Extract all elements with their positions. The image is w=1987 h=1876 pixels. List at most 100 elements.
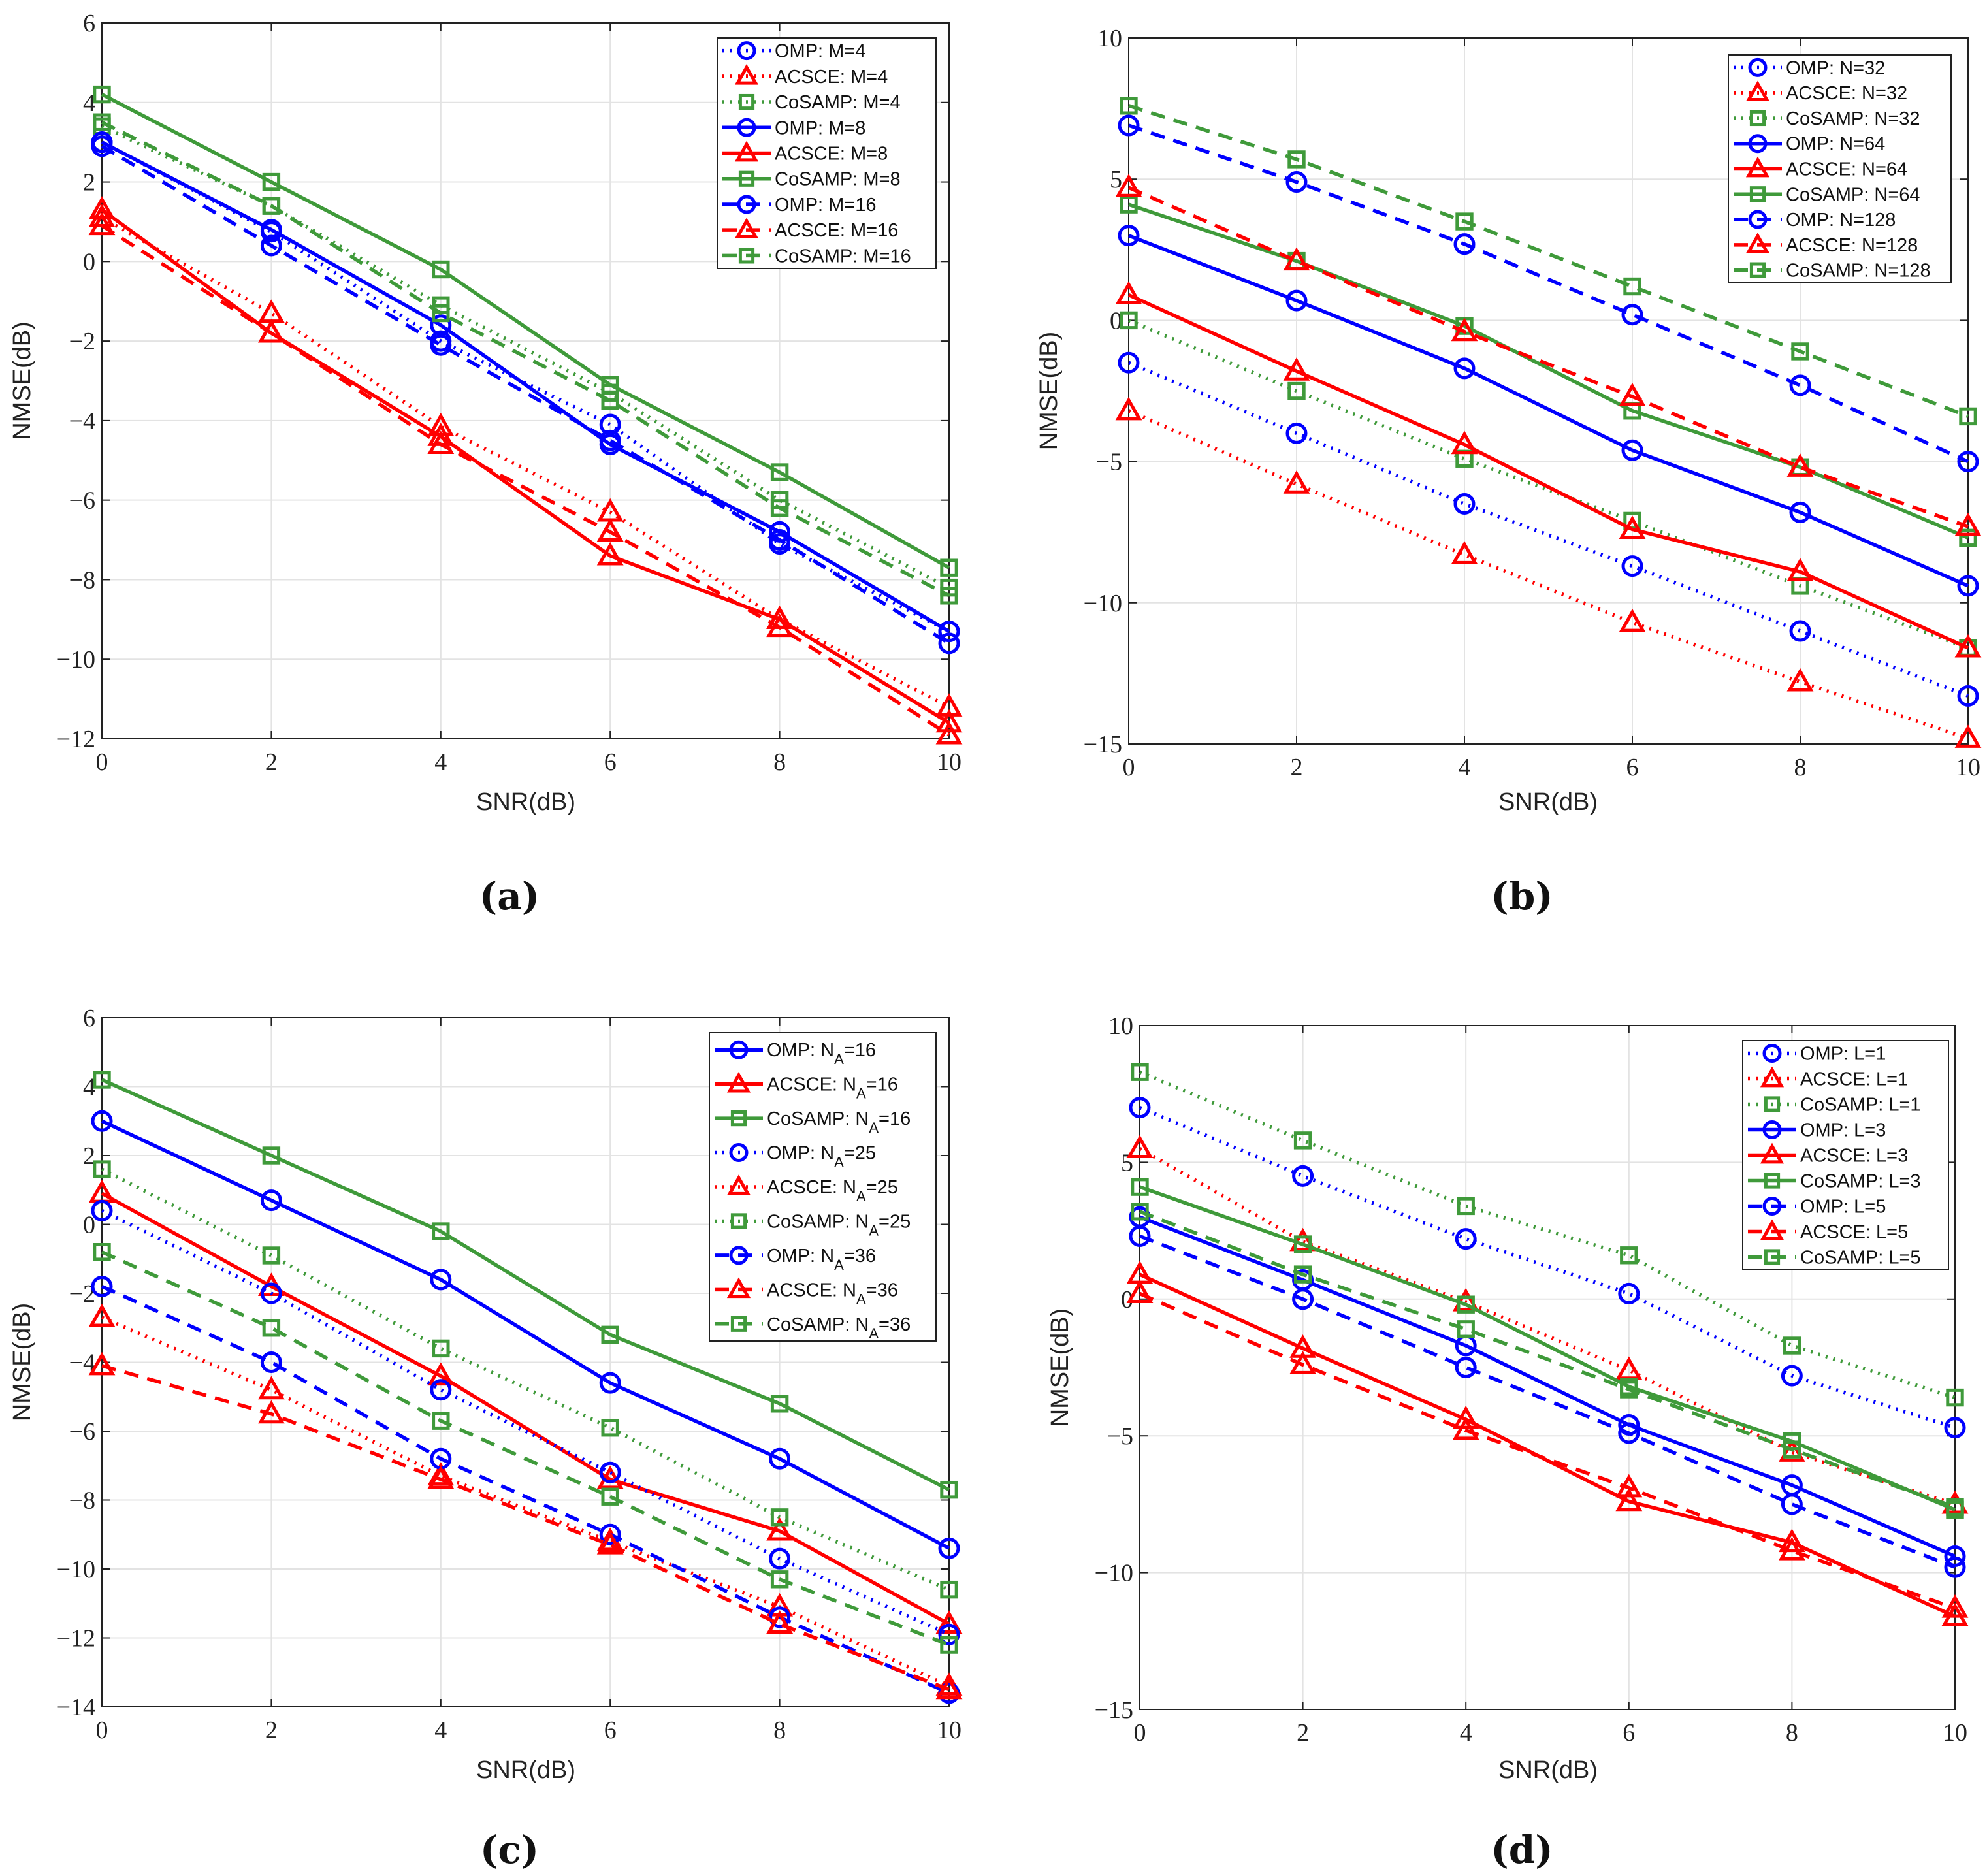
y-tick-label: −4 <box>69 408 95 435</box>
legend-marker <box>737 118 756 137</box>
x-tick-label: 0 <box>96 1717 108 1744</box>
data-point <box>262 1319 281 1337</box>
x-tick-label: 4 <box>1460 1719 1472 1747</box>
series-cosamp-n-a-25 <box>93 1160 958 1599</box>
y-tick-label: −8 <box>69 1487 95 1515</box>
data-point <box>1118 114 1140 137</box>
data-point <box>432 304 450 323</box>
series-acsce-n-32 <box>1115 396 1982 748</box>
legend-marker <box>738 93 755 110</box>
data-point <box>1954 634 1982 658</box>
data-point <box>1778 1438 1805 1462</box>
legend-marker <box>1760 1142 1785 1164</box>
legend-marker <box>729 1040 749 1059</box>
legend-marker <box>729 1143 749 1163</box>
series-line <box>101 1364 950 1692</box>
y-tick-label: 4 <box>83 1074 95 1101</box>
x-tick-label: 2 <box>1291 754 1303 781</box>
data-point <box>1453 357 1476 380</box>
legend-label: OMP: N=128 <box>1786 210 1896 231</box>
legend-label: OMP: L=5 <box>1800 1197 1886 1218</box>
data-point <box>1293 1265 1312 1284</box>
data-point <box>1957 575 1979 597</box>
data-point <box>1287 381 1306 400</box>
axes-frame <box>101 22 950 739</box>
data-point <box>1457 1197 1475 1216</box>
data-point <box>1455 1357 1477 1378</box>
data-point <box>1129 1225 1151 1247</box>
data-point <box>938 621 960 643</box>
data-point <box>91 1199 113 1221</box>
y-tick-label: 2 <box>83 169 95 197</box>
series-line <box>101 208 950 724</box>
legend-label: ACSCE: M=16 <box>775 220 898 241</box>
legend-marker <box>1748 210 1768 229</box>
legend-marker <box>1745 80 1770 102</box>
data-point <box>938 1623 960 1645</box>
legend-marker <box>738 170 755 187</box>
x-tick-label: 6 <box>604 1717 617 1744</box>
series-line <box>101 140 950 633</box>
legend-marker <box>737 195 756 214</box>
series-line <box>1139 1215 1956 1558</box>
series-line <box>101 1284 950 1695</box>
legend-label: CoSAMP: L=3 <box>1800 1171 1921 1192</box>
data-point <box>1285 171 1308 193</box>
legend-label: CoSAMP: N=128 <box>1786 261 1931 282</box>
data-point <box>1954 724 1982 748</box>
x-tick-label: 10 <box>937 749 961 776</box>
data-point <box>766 1610 794 1634</box>
data-point <box>427 1465 455 1489</box>
legend-marker <box>734 140 759 162</box>
y-tick-label: −14 <box>57 1694 95 1721</box>
legend-marker <box>1762 1197 1782 1216</box>
data-point <box>1944 1556 1966 1578</box>
data-point <box>262 172 281 191</box>
series-omp-n-128 <box>1118 114 1979 473</box>
data-point <box>1957 685 1979 707</box>
series-line <box>101 224 950 737</box>
data-point <box>430 1379 452 1401</box>
y-tick-label: 0 <box>83 248 95 276</box>
data-point <box>1453 233 1476 255</box>
legend-label: CoSAMP: M=16 <box>775 246 911 267</box>
series-line <box>1127 186 1969 528</box>
data-point <box>1118 351 1140 374</box>
data-point <box>432 1222 450 1240</box>
series-line <box>101 1167 950 1592</box>
data-point <box>1944 1417 1966 1439</box>
legend-label: OMP: N=64 <box>1786 134 1885 155</box>
data-point <box>427 430 455 454</box>
series-acsce-n-128 <box>1115 174 1982 536</box>
y-tick-label: −5 <box>1096 449 1122 476</box>
data-point <box>260 234 282 257</box>
data-point <box>1620 1246 1638 1265</box>
legend-label: ACSCE: L=3 <box>1800 1146 1908 1167</box>
data-point <box>430 1269 452 1291</box>
y-tick-label: 6 <box>83 1005 95 1032</box>
data-point <box>940 1580 958 1599</box>
chart-panel-b: 0 2 4 6 8 10 −15 −10 −5 0 5 10 SNR(dB) NMSE(dB) (b) OMP… <box>1035 25 1982 918</box>
data-point <box>1129 1097 1151 1119</box>
data-point <box>262 1246 281 1265</box>
data-point <box>935 1610 963 1634</box>
data-point <box>1292 1165 1314 1187</box>
legend-label: CoSAMP: L=5 <box>1800 1248 1921 1269</box>
legend-marker <box>726 1071 751 1093</box>
data-point <box>93 1160 111 1178</box>
x-tick-label: 8 <box>1794 754 1807 781</box>
x-tick-label: 4 <box>1459 754 1471 781</box>
data-point <box>1285 289 1308 312</box>
legend: OMP: L=1 ACSCE: L=1 CoSAMP: L=1 OMP: L=3 ACS… <box>1742 1040 1949 1270</box>
data-point <box>1789 374 1811 396</box>
legend-marker <box>1749 262 1766 278</box>
data-point <box>1292 1288 1314 1310</box>
y-tick-label: −6 <box>69 487 95 515</box>
data-point <box>596 542 624 566</box>
data-point <box>601 1487 619 1506</box>
data-point <box>770 499 789 517</box>
series-line <box>101 1078 950 1492</box>
legend-marker <box>730 1316 747 1332</box>
data-point <box>769 529 791 551</box>
data-point <box>766 1517 794 1541</box>
